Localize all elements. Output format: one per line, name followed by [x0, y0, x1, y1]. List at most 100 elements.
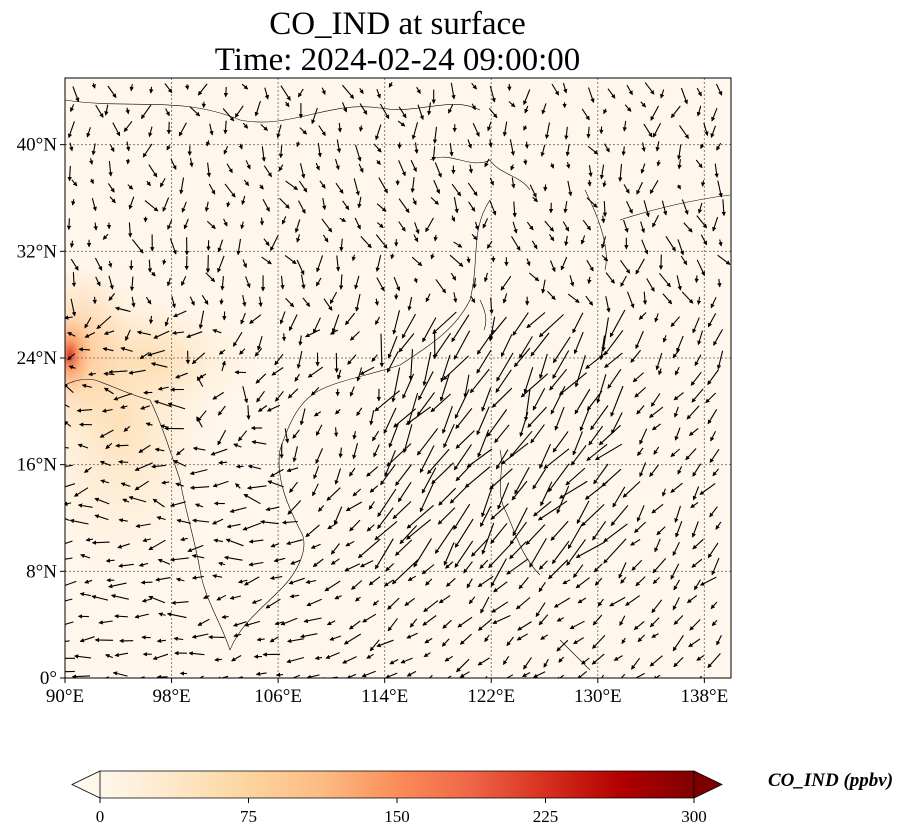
wind-arrow [65, 640, 70, 643]
wind-arrow [484, 158, 490, 168]
wind-arrow [431, 146, 436, 162]
wind-arrow [422, 615, 437, 626]
wind-arrow [138, 562, 149, 567]
wind-arrow [652, 674, 661, 678]
wind-arrow [180, 536, 188, 542]
wind-arrow [524, 105, 529, 114]
wind-arrow [129, 84, 134, 92]
lat-tick-label: 32°N [17, 241, 58, 262]
wind-arrow [294, 373, 300, 382]
wind-arrow [176, 518, 192, 524]
wind-arrow [226, 523, 241, 529]
wind-arrow [209, 123, 214, 136]
wind-arrow [212, 391, 224, 400]
wind-arrow [717, 180, 723, 198]
wind-arrow [326, 620, 336, 626]
colorbar-tick-label: 75 [240, 807, 257, 826]
wind-arrow [472, 277, 477, 289]
wind-arrow [515, 597, 531, 610]
wind-arrow [490, 503, 509, 520]
wind-arrow [280, 85, 291, 101]
wind-arrow [710, 601, 718, 610]
wind-arrow [446, 675, 452, 678]
wind-arrow [717, 278, 722, 288]
wind-arrow [402, 373, 415, 399]
wind-arrow [548, 559, 569, 580]
wind-arrow [145, 422, 153, 427]
wind-arrow [202, 594, 210, 599]
wind-arrow [149, 86, 154, 94]
wind-arrow [315, 424, 323, 437]
wind-arrow [265, 598, 281, 609]
wind-arrow [686, 405, 700, 420]
wind-arrow [196, 416, 203, 428]
wind-arrow [556, 639, 569, 652]
wind-arrow [327, 522, 338, 530]
wind-arrow [598, 424, 621, 446]
wind-arrow [204, 201, 210, 212]
wind-arrow [376, 639, 394, 648]
wind-arrow [665, 236, 676, 252]
wind-arrow [312, 483, 319, 497]
wind-arrow [221, 614, 229, 620]
wind-arrow [655, 352, 663, 371]
wind-arrow [247, 464, 262, 470]
wind-arrow [219, 298, 224, 305]
wind-arrow [69, 518, 89, 525]
wind-arrow [120, 404, 128, 409]
wind-arrow [345, 501, 363, 512]
wind-arrow [181, 201, 187, 213]
wind-arrow [102, 233, 109, 240]
lat-tick-label: 40°N [17, 135, 58, 156]
wind-arrow [677, 159, 682, 170]
wind-arrow [451, 215, 456, 222]
wind-arrow [674, 366, 680, 376]
wind-arrow [558, 372, 587, 396]
lat-tick-label: 16°N [17, 455, 58, 476]
wind-arrow [175, 482, 184, 487]
wind-arrow [140, 405, 150, 410]
wind-arrow [69, 142, 74, 152]
wind-arrow [423, 600, 439, 613]
wind-arrow [529, 538, 547, 568]
wind-arrow [506, 558, 529, 575]
wind-arrow [514, 466, 530, 495]
wind-arrow [531, 240, 538, 250]
wind-arrow [591, 653, 605, 665]
wind-arrow [433, 332, 452, 358]
wind-arrow [345, 540, 355, 547]
wind-arrow [694, 275, 699, 284]
wind-arrow [430, 253, 435, 260]
wind-arrow [254, 100, 261, 117]
wind-arrow [284, 428, 290, 444]
wind-arrow [315, 162, 320, 171]
wind-arrow [336, 139, 342, 154]
wind-arrow [240, 312, 246, 325]
lon-tick-label: 114°E [361, 686, 408, 707]
wind-arrow [467, 182, 478, 197]
wind-arrow [71, 272, 77, 288]
wind-arrow [459, 671, 470, 678]
wind-arrow [650, 105, 659, 121]
wind-arrow [206, 162, 212, 178]
wind-arrow [681, 199, 689, 215]
wind-arrow [711, 107, 718, 122]
wind-arrow [148, 595, 166, 604]
wind-arrow [689, 619, 701, 631]
wind-arrow [257, 336, 263, 351]
wind-arrow [245, 276, 251, 289]
wind-arrow [226, 201, 231, 208]
wind-arrow [290, 559, 301, 565]
wind-arrow [113, 392, 133, 401]
wind-arrow [676, 275, 682, 291]
wind-arrow [535, 602, 546, 618]
wind-arrow [65, 557, 73, 560]
wind-arrow [573, 637, 584, 645]
wind-arrow [156, 515, 166, 521]
wind-arrow [637, 447, 644, 457]
wind-arrow [468, 164, 474, 174]
wind-arrow [626, 291, 635, 309]
wind-arrow [673, 579, 680, 591]
wind-arrow [70, 104, 75, 113]
wind-arrow [65, 464, 73, 468]
